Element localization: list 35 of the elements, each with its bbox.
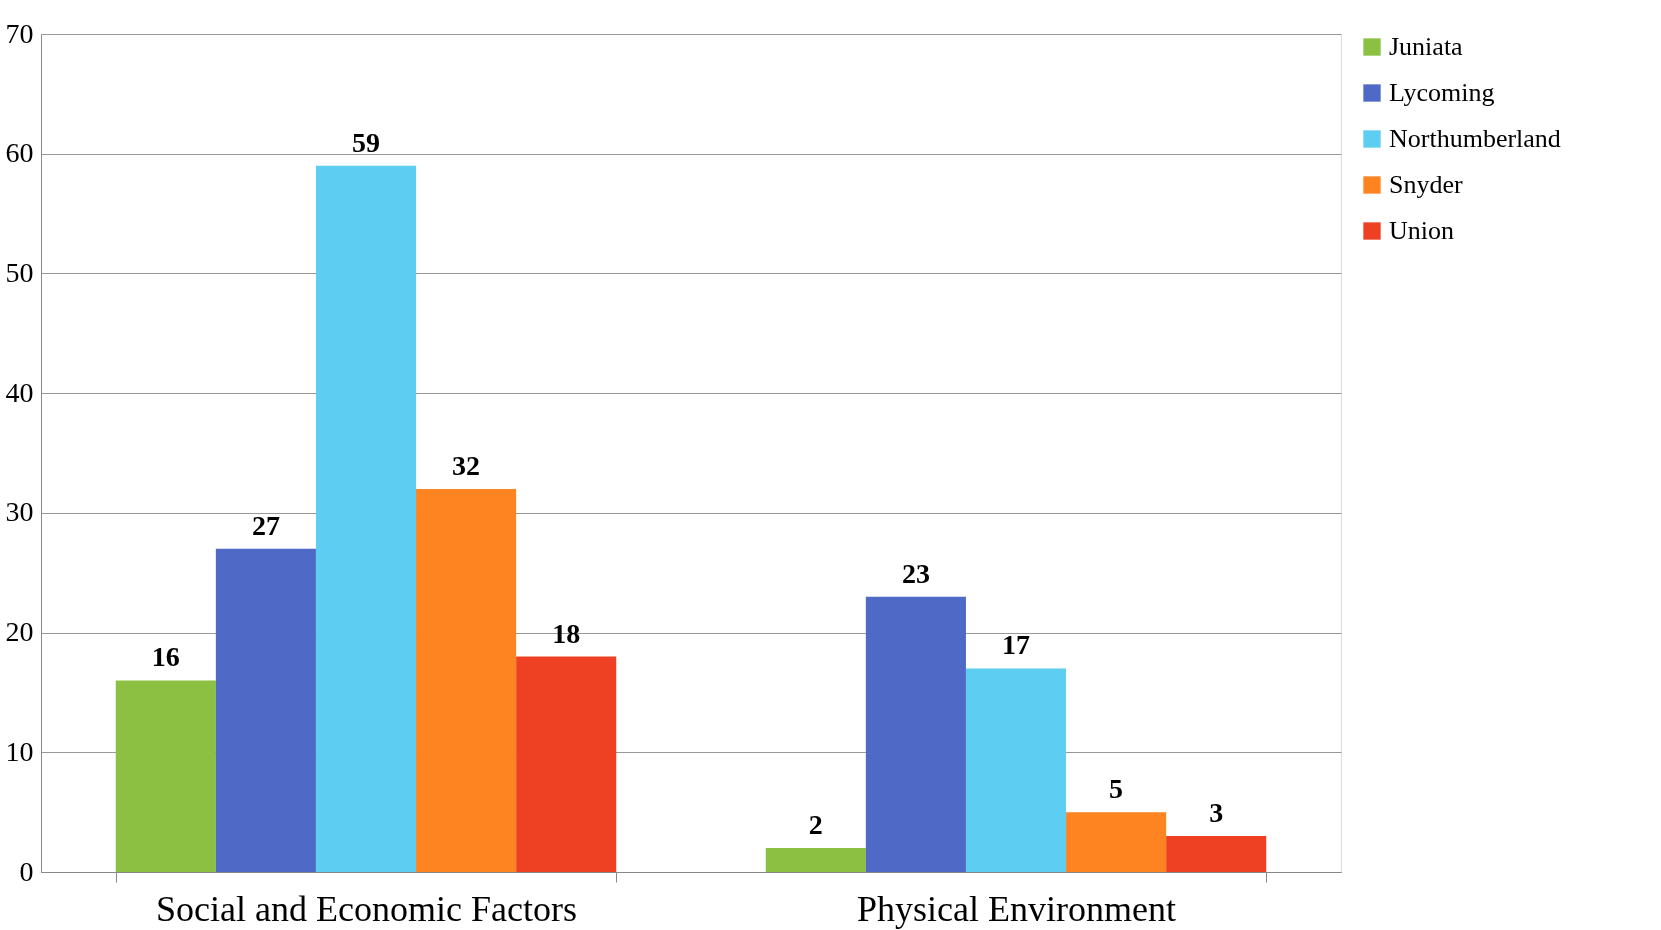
bar	[115, 680, 216, 872]
legend-label: Union	[1389, 216, 1454, 245]
y-tick-label: 0	[19, 855, 34, 887]
y-tick-label: 60	[5, 137, 34, 169]
y-tick-label: 50	[5, 256, 34, 288]
data-label: 59	[352, 126, 380, 158]
y-tick-label: 20	[5, 616, 34, 648]
legend-label: Northumberland	[1389, 124, 1561, 153]
legend-label: Lycoming	[1389, 78, 1495, 107]
data-label: 17	[1002, 629, 1030, 661]
x-tick-label: Social and Economic Factors	[156, 888, 577, 929]
bar	[865, 596, 966, 872]
data-label: 23	[901, 557, 930, 589]
y-tick-label: 40	[5, 376, 34, 408]
bar	[215, 548, 316, 872]
bar	[315, 165, 417, 872]
legend-label: Snyder	[1389, 170, 1463, 199]
data-label: 16	[151, 641, 180, 673]
bar	[965, 668, 1067, 872]
bar	[1066, 812, 1167, 872]
data-label: 3	[1209, 797, 1224, 829]
bar	[765, 848, 866, 872]
legend-label: Juniata	[1389, 32, 1464, 61]
data-label: 5	[1109, 773, 1124, 805]
data-label: 2	[808, 809, 823, 841]
bar	[516, 656, 617, 872]
y-tick-label: 30	[5, 496, 34, 528]
data-label: 18	[552, 617, 581, 649]
data-label: 27	[251, 509, 280, 541]
y-tick-label: 70	[5, 17, 34, 49]
data-label: 32	[452, 449, 481, 481]
bar	[416, 488, 517, 872]
x-tick-label: Physical Environment	[857, 888, 1176, 929]
bar	[1166, 836, 1267, 872]
y-tick-label: 10	[5, 735, 34, 767]
